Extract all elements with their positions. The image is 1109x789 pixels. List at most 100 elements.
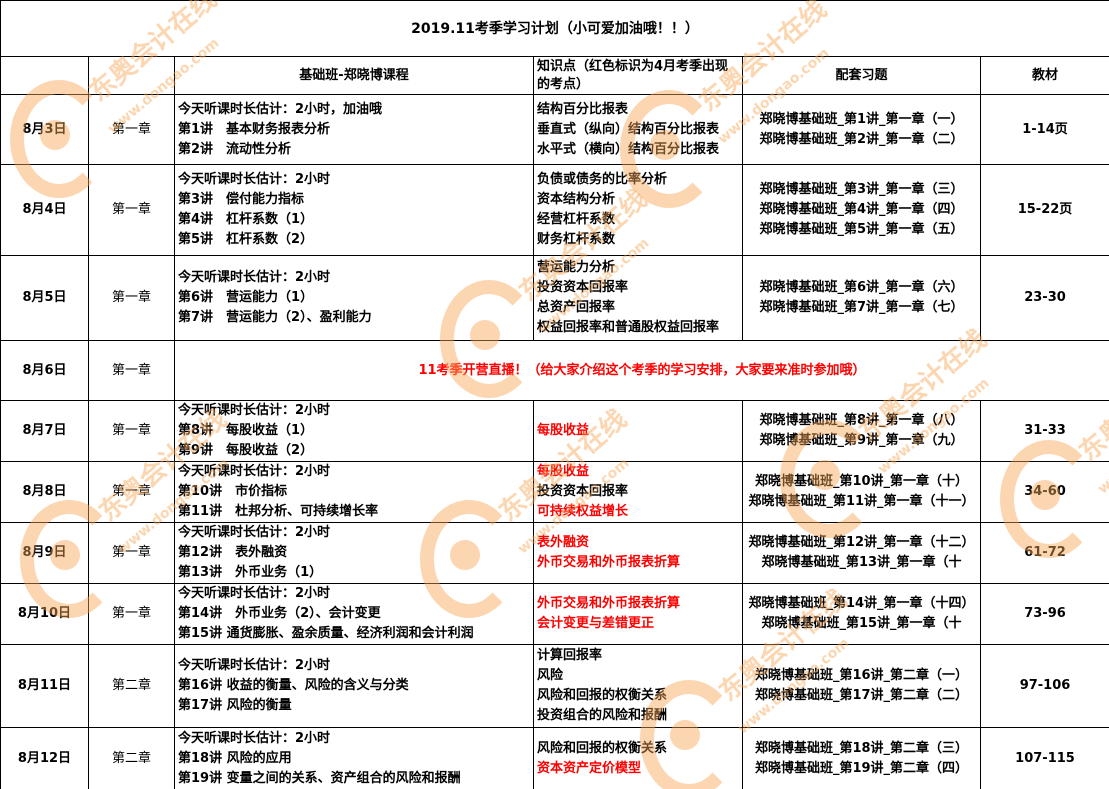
practice-cell: 郑晓博基础班_第3讲_第一章（三） 郑晓博基础班_第4讲_第一章（四） 郑晓博基础班… [742, 164, 981, 256]
textbook-cell: 15-22页 [979, 164, 1109, 256]
cell-line: 郑晓博基础班_第14讲_第一章（十四） [748, 596, 975, 611]
cell-line: 第10讲 市价指标 [178, 484, 288, 499]
cell-line: 第3讲 偿付能力指标 [178, 192, 305, 207]
cell-line: 郑晓博基础班_第16讲_第二章（一） [754, 668, 969, 683]
cell-line: 资本资产定价模型 [537, 760, 642, 776]
course-cell: 今天听课时长估计：2小时 第14讲 外币业务（2）、会计变更 第15讲 通货膨胀、盈… [174, 583, 534, 645]
knowledge-cell: 外币交易和外币报表折算 会计变更与差错更正 [533, 583, 743, 645]
cell-line: 郑晓博基础班_第4讲_第一章（四） [759, 202, 964, 217]
course-cell: 今天听课时长估计：2小时，加油哦 第1讲 基本财务报表分析 第2讲 流动性分析 [174, 94, 534, 165]
course-cell: 今天听课时长估计：2小时 第6讲 营运能力（1） 第7讲 营运能力（2）、盈利能力 [174, 255, 534, 341]
practice-cell: 郑晓博基础班_第12讲_第一章（十二） 郑晓博基础班_第13讲_第一章（十 [742, 522, 981, 584]
cell-line: 第11讲 杜邦分析、可持续增长率 [178, 504, 379, 519]
cell-line: 郑晓博基础班_第3讲_第一章（三） [759, 182, 964, 197]
cell-line: 今天听课时长估计：2小时 [178, 525, 331, 540]
cell-line: 郑晓博基础班_第12讲_第一章（十二） [748, 535, 975, 550]
cell-line: 郑晓博基础班_第17讲_第二章（二） [754, 688, 969, 703]
cell-line: 郑晓博基础班_第11讲_第一章（十一） [748, 494, 975, 509]
cell-line: 第17讲 风险的衡量 [178, 698, 292, 713]
header-textbook: 教材 [979, 56, 1109, 95]
cell-line: 第15讲 通货膨胀、盈余质量、经济利润和会计利润 [178, 626, 474, 641]
cell-line: 第1讲 基本财务报表分析 [178, 121, 331, 137]
chapter-cell: 第一章 [88, 340, 175, 401]
date-cell: 8月3日 [0, 94, 89, 165]
cell-line: 每股收益 [537, 423, 590, 438]
knowledge-cell: 营运能力分析 投资资本回报率 总资产回报率 权益回报率和普通股权益回报率 [533, 255, 743, 341]
course-cell: 今天听课时长估计：2小时 第16讲 收益的衡量、风险的含义与分类 第17讲 风险的衡… [174, 644, 534, 728]
cell-line: 第5讲 杠杆系数（2） [178, 232, 314, 247]
cell-line: 第12讲 表外融资 [178, 545, 288, 560]
cell-line: 郑晓博基础班_第8讲_第一章（八） [759, 413, 964, 428]
cell-line: 第2讲 流动性分析 [178, 141, 292, 157]
cell-line: 可持续权益增长 [537, 504, 629, 519]
sheet-title: 2019.11考季学习计划（小可爱加油哦！！） [0, 0, 1109, 57]
cell-line: 郑晓博基础班_第19讲_第二章（四） [754, 760, 969, 776]
cell-line: 第4讲 杠杆系数（1） [178, 212, 314, 227]
cell-line: 风险 [537, 668, 564, 683]
textbook-cell: 31-33 [979, 400, 1109, 462]
cell-line: 投资资本回报率 [537, 484, 629, 499]
course-cell: 今天听课时长估计：2小时 第8讲 每股收益（1） 第9讲 每股收益（2） [174, 400, 534, 462]
cell-line: 负债或债务的比率分析 [537, 172, 668, 187]
cell-line: 今天听课时长估计：2小时，加油哦 [178, 101, 383, 117]
textbook-cell: 23-30 [979, 255, 1109, 341]
notice-cell: 11考季开营直播！（给大家介绍这个考季的学习安排，大家要来准时参加哦） [173, 340, 1109, 401]
cell-line: 第6讲 营运能力（1） [178, 290, 314, 305]
header-chapter [88, 56, 175, 95]
table-row: 8月6日 第一章 11考季开营直播！（给大家介绍这个考季的学习安排，大家要来准时参加… [0, 340, 1109, 401]
cell-line: 今天听课时长估计：2小时 [178, 270, 331, 285]
header-date [0, 56, 89, 95]
cell-line: 投资资本回报率 [537, 280, 629, 295]
cell-line: 财务杠杆系数 [537, 232, 616, 247]
cell-line: 风险和回报的权衡关系 [537, 688, 668, 703]
chapter-cell: 第一章 [88, 400, 175, 462]
header-course: 基础班-郑晓博课程 [174, 56, 534, 95]
cell-line: 第16讲 收益的衡量、风险的含义与分类 [178, 678, 409, 693]
course-cell: 今天听课时长估计：2小时 第12讲 表外融资 第13讲 外币业务（1） [174, 522, 534, 584]
date-cell: 8月10日 [0, 583, 89, 645]
table-row: 8月3日 第一章 今天听课时长估计：2小时，加油哦 第1讲 基本财务报表分析 第2讲 流… [0, 94, 1109, 165]
knowledge-cell: 每股收益 投资资本回报率 可持续权益增长 [533, 461, 743, 523]
cell-line: 外币交易和外币报表折算 [537, 555, 681, 570]
date-cell: 8月9日 [0, 522, 89, 584]
knowledge-cell: 负债或债务的比率分析 资本结构分析 经营杠杆系数 财务杠杆系数 [533, 164, 743, 256]
practice-cell: 郑晓博基础班_第1讲_第一章（一） 郑晓博基础班_第2讲_第一章（二） [742, 94, 981, 165]
cell-line: 郑晓博基础班_第10讲_第一章（十） [754, 474, 969, 489]
practice-cell: 郑晓博基础班_第8讲_第一章（八） 郑晓博基础班_第9讲_第一章（九） [742, 400, 981, 462]
cell-line: 第7讲 营运能力（2）、盈利能力 [178, 310, 372, 325]
cell-line: 计算回报率 [537, 648, 603, 663]
practice-cell: 郑晓博基础班_第10讲_第一章（十） 郑晓博基础班_第11讲_第一章（十一） [742, 461, 981, 523]
cell-line: 风险和回报的权衡关系 [537, 740, 668, 756]
cell-line: 今天听课时长估计：2小时 [178, 464, 331, 479]
date-cell: 8月11日 [0, 644, 89, 728]
textbook-cell: 34-60 [979, 461, 1109, 523]
table-row: 8月12日 第二章 今天听课时长估计：2小时 第18讲 风险的应用 第19讲 变量之间的… [0, 727, 1109, 789]
cell-line: 营运能力分析 [537, 260, 616, 275]
knowledge-cell: 计算回报率 风险 风险和回报的权衡关系 投资组合的风险和报酬 [533, 644, 743, 728]
chapter-cell: 第一章 [88, 255, 175, 341]
chapter-cell: 第一章 [88, 583, 175, 645]
cell-line: 郑晓博基础班_第2讲_第一章（二） [759, 131, 964, 147]
course-cell: 今天听课时长估计：2小时 第10讲 市价指标第11讲 杜邦分析、可持续增长率 [174, 461, 534, 523]
date-cell: 8月8日 [0, 461, 89, 523]
cell-line: 郑晓博基础班_第15讲_第一章（十 [761, 616, 962, 631]
cell-line: 结构百分比报表 [537, 101, 629, 117]
knowledge-cell: 结构百分比报表 垂直式（纵向）结构百分比报表 水平式（横向）结构百分比报表 [533, 94, 743, 165]
chapter-cell: 第一章 [88, 522, 175, 584]
cell-line: 第8讲 每股收益（1） [178, 423, 314, 438]
practice-cell: 郑晓博基础班_第14讲_第一章（十四） 郑晓博基础班_第15讲_第一章（十 [742, 583, 981, 645]
cell-line: 第14讲 外币业务（2）、会计变更 [178, 606, 381, 621]
textbook-cell: 97-106 [979, 644, 1109, 728]
textbook-cell: 1-14页 [979, 94, 1109, 165]
textbook-cell: 61-72 [979, 522, 1109, 584]
cell-line: 第9讲 每股收益（2） [178, 443, 314, 458]
practice-cell: 郑晓博基础班_第16讲_第二章（一） 郑晓博基础班_第17讲_第二章（二） [742, 644, 981, 728]
date-cell: 8月7日 [0, 400, 89, 462]
cell-line: 第19讲 变量之间的关系、资产组合的风险和报酬 [178, 770, 461, 786]
header-practice: 配套习题 [742, 56, 981, 95]
date-cell: 8月12日 [0, 727, 89, 789]
chapter-cell: 第一章 [88, 94, 175, 165]
chapter-cell: 第一章 [88, 164, 175, 256]
